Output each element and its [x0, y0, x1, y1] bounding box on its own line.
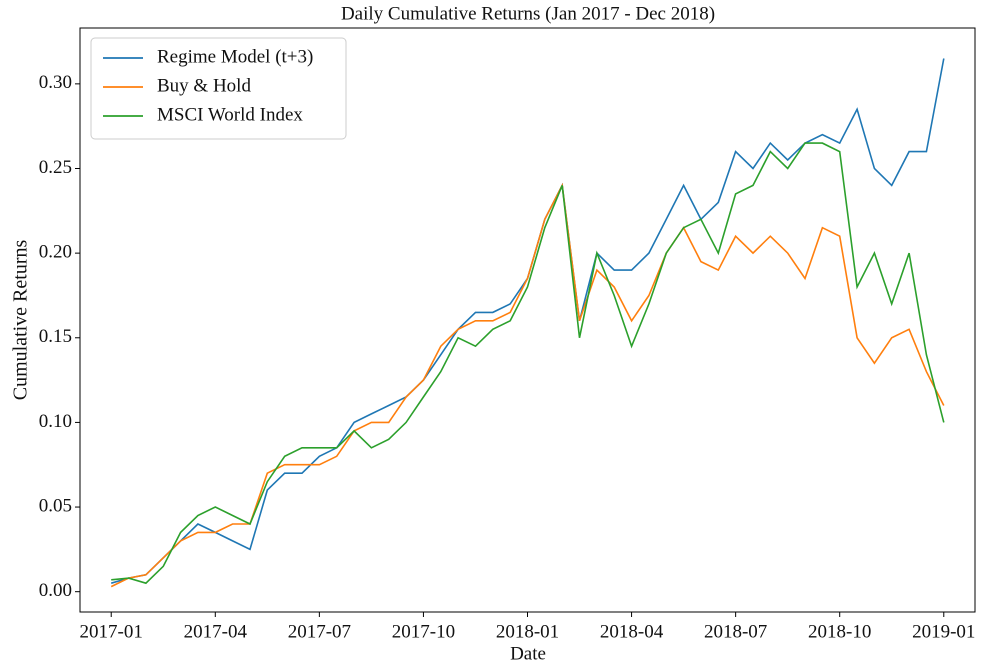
legend-label: Regime Model (t+3) — [157, 46, 313, 67]
x-tick-label: 2017-10 — [392, 621, 455, 642]
legend-label: MSCI World Index — [157, 104, 303, 125]
x-tick-label: 2017-07 — [288, 621, 351, 642]
y-tick-label: 0.05 — [39, 495, 72, 516]
x-tick-label: 2018-04 — [600, 621, 664, 642]
legend-label: Buy & Hold — [157, 75, 251, 96]
x-tick-label: 2018-10 — [808, 621, 871, 642]
series-line — [110, 182, 945, 588]
x-axis-label: Date — [510, 643, 546, 664]
legend-box — [90, 37, 347, 140]
x-tick-label: 2017-04 — [184, 621, 248, 642]
x-tick-label: 2019-01 — [912, 621, 975, 642]
x-tick-label: 2017-01 — [80, 621, 143, 642]
x-tick-label: 2018-01 — [496, 621, 559, 642]
y-tick-label: 0.30 — [39, 72, 72, 93]
x-tick-label: 2018-07 — [704, 621, 767, 642]
y-tick-label: 0.25 — [39, 157, 72, 178]
y-tick-label: 0.15 — [39, 326, 72, 347]
chart-title: Daily Cumulative Returns (Jan 2017 - Dec… — [341, 3, 715, 24]
y-tick-label: 0.20 — [39, 241, 72, 262]
y-tick-label: 0.00 — [39, 580, 72, 601]
y-axis-label: Cumulative Returns — [10, 240, 32, 401]
series-line — [111, 142, 945, 585]
y-tick-label: 0.10 — [39, 411, 72, 432]
